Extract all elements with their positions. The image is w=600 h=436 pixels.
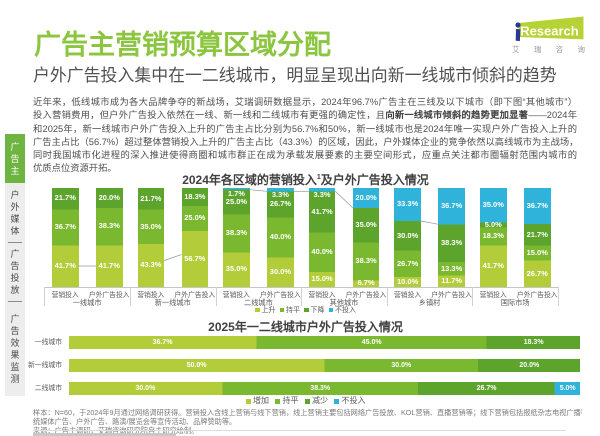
svg-text:Research: Research (520, 24, 579, 39)
